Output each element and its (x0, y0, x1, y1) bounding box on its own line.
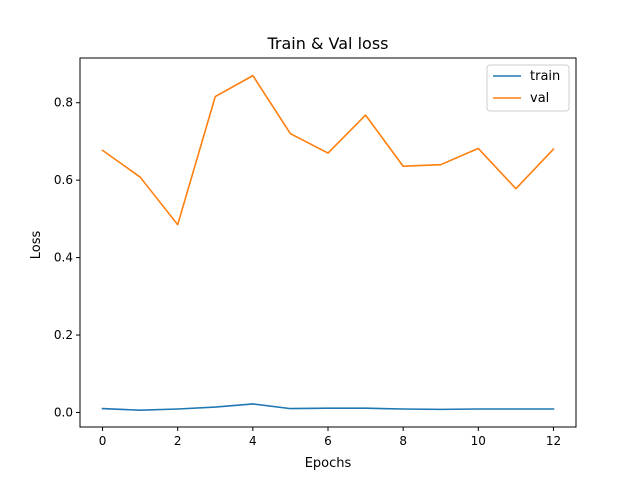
chart-title: Train & Val loss (267, 34, 389, 53)
legend: train val (486, 64, 570, 112)
y-tick-label: 0.8 (54, 96, 73, 110)
x-tick-label: 8 (399, 434, 407, 448)
y-tick-label: 0.4 (54, 251, 73, 265)
axes-frame (79, 57, 577, 428)
x-tick-label: 2 (174, 434, 182, 448)
y-tick-label: 0.0 (54, 405, 73, 419)
x-tick-label: 6 (324, 434, 332, 448)
x-tick-label: 4 (249, 434, 257, 448)
series-line-val (101, 74, 555, 226)
legend-label-val: val (530, 91, 549, 106)
y-tick-label: 0.2 (54, 328, 73, 342)
x-tick-label: 10 (471, 434, 486, 448)
y-tick-label: 0.6 (54, 173, 73, 187)
y-axis-label: Loss (29, 231, 44, 260)
series-line-train (101, 403, 555, 411)
plot-lines (101, 74, 555, 411)
legend-label-train: train (530, 69, 560, 84)
x-axis-label: Epochs (305, 456, 352, 471)
x-tick-label: 12 (546, 434, 561, 448)
axis-ticks: 0 2 4 6 8 10 12 0.0 0.2 0.4 0.6 0.8 (54, 96, 561, 448)
x-tick-label: 0 (99, 434, 107, 448)
